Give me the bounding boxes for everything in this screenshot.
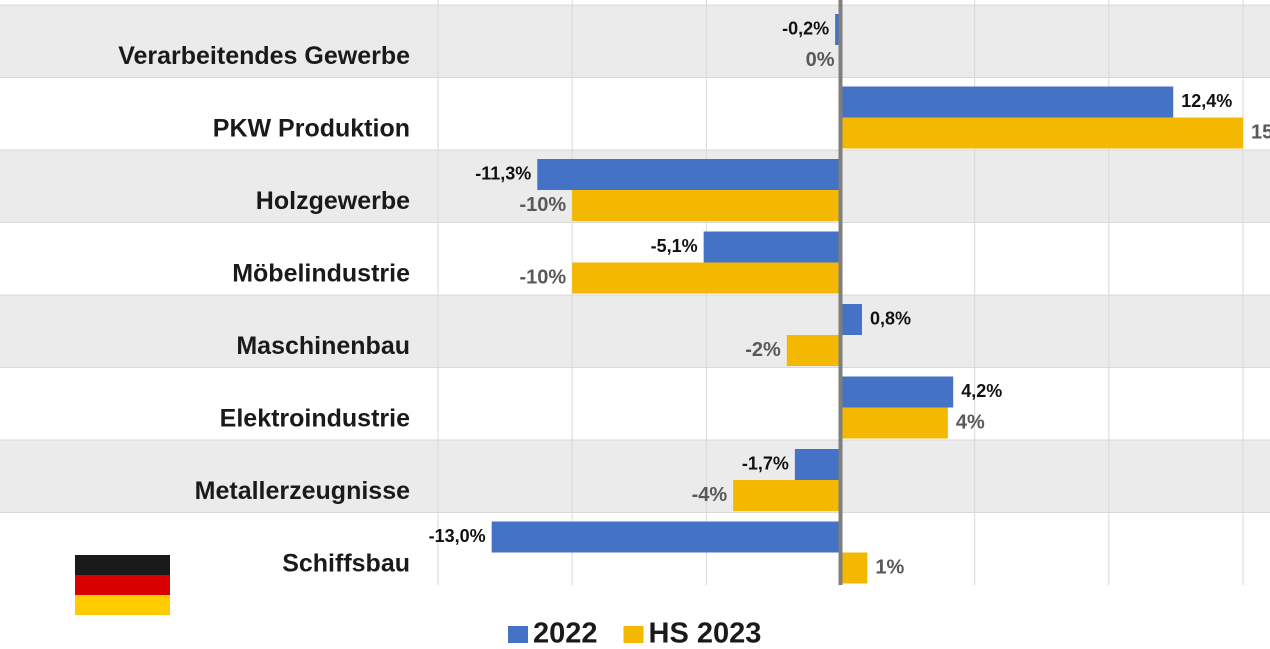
bar: [786, 335, 841, 366]
value-label: 0,8%: [870, 308, 911, 328]
category-label: Maschinenbau: [236, 332, 410, 360]
value-label: -5,1%: [651, 236, 698, 256]
value-label: 0%: [806, 49, 835, 71]
value-label: -13,0%: [429, 526, 486, 546]
bar: [840, 552, 868, 584]
category-label: Metallerzeugnisse: [195, 477, 410, 505]
bar: [840, 376, 954, 408]
value-label: 4%: [956, 411, 985, 433]
bar: [733, 480, 841, 511]
value-label: -4%: [692, 484, 728, 506]
background: [0, 0, 1270, 585]
bar: [572, 262, 841, 294]
bars: Verarbeitendes Gewerbe -0,2% 0% PKW Produkt…: [118, 14, 1270, 584]
value-label: 1%: [875, 556, 904, 578]
category-label: PKW Produktion: [213, 114, 410, 142]
bar: [840, 407, 948, 439]
value-label: 15%: [1251, 121, 1270, 143]
bar: [840, 304, 862, 335]
bar: [491, 521, 841, 553]
bar: [572, 190, 841, 221]
legend-swatch: [623, 626, 644, 643]
bar: [840, 117, 1243, 149]
value-label: -1,7%: [742, 453, 789, 473]
legend-swatch: [508, 626, 528, 643]
category-label: Verarbeitendes Gewerbe: [118, 42, 410, 70]
value-label: -10%: [519, 266, 566, 288]
legend: 2022 HS 2023: [508, 618, 761, 649]
bar: [794, 449, 841, 480]
category-label: Schiffsbau: [282, 549, 410, 577]
row-band: [0, 440, 1270, 513]
bar: [537, 159, 841, 190]
bar: [840, 86, 1174, 118]
value-label: -2%: [745, 339, 781, 361]
category-label: Elektroindustrie: [220, 404, 410, 432]
legend-label: HS 2023: [649, 618, 762, 649]
category-label: Holzgewerbe: [256, 187, 410, 215]
value-label: -11,3%: [475, 163, 531, 183]
legend-label: 2022: [533, 618, 598, 649]
flag-stripe: [75, 555, 170, 575]
row-band: [0, 5, 1270, 78]
bar: [835, 14, 841, 45]
flag: [75, 555, 170, 615]
row-band: [0, 295, 1270, 368]
bar: [703, 231, 841, 263]
flag-stripe: [75, 575, 170, 595]
value-label: 4,2%: [961, 381, 1002, 401]
value-label: -10%: [519, 194, 566, 216]
value-label: -0,2%: [782, 18, 829, 38]
category-label: Möbelindustrie: [232, 259, 410, 287]
value-label: 12,4%: [1181, 91, 1232, 111]
flag-stripe: [75, 595, 170, 615]
